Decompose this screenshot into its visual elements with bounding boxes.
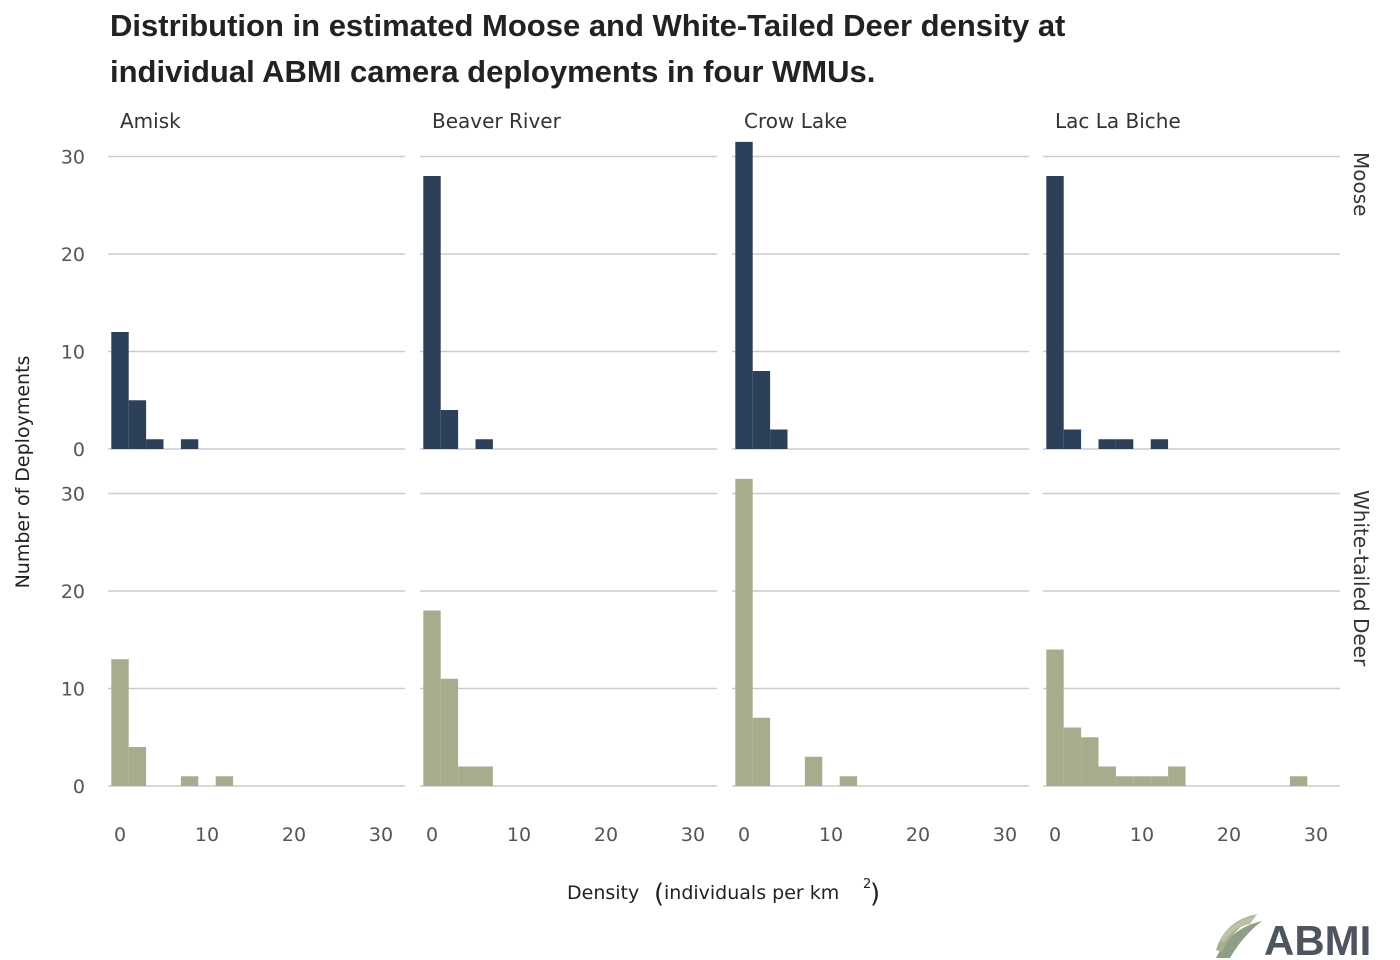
x-tick-label-amisk-20: 20 xyxy=(282,824,306,846)
bar-white-tailed-deer-amisk-bin-0 xyxy=(111,659,129,786)
bar-moose-beaver-river-bin-6 xyxy=(475,439,493,449)
x-tick-label-amisk-0: 0 xyxy=(114,824,126,846)
x-tick-label-crow-lake-10: 10 xyxy=(819,824,843,846)
bar-white-tailed-deer-crow-lake-bin-0 xyxy=(735,478,753,786)
chart-title-line-2: individual ABMI camera deployments in fo… xyxy=(110,54,875,89)
x-tick-label-crow-lake-30: 30 xyxy=(993,824,1017,846)
column-strip-label-amisk: Amisk xyxy=(120,109,181,133)
bar-moose-lac-la-biche-bin-8 xyxy=(1115,439,1134,449)
bar-white-tailed-deer-beaver-river-bin-2 xyxy=(440,678,459,786)
bar-moose-lac-la-biche-bin-2 xyxy=(1063,429,1082,449)
y-tick-label-moose-0: 0 xyxy=(73,439,85,461)
bar-white-tailed-deer-beaver-river-bin-6 xyxy=(475,766,493,786)
bar-moose-lac-la-biche-bin-0 xyxy=(1046,176,1064,449)
bar-moose-beaver-river-bin-0 xyxy=(423,176,441,449)
leaf-logo-icon xyxy=(1216,914,1262,958)
chart-title-line-1: Distribution in estimated Moose and Whit… xyxy=(110,8,1065,43)
x-tick-label-beaver-river-20: 20 xyxy=(594,824,618,846)
x-tick-label-lac-la-biche-30: 30 xyxy=(1304,824,1328,846)
bar-white-tailed-deer-lac-la-biche-bin-4 xyxy=(1081,737,1099,786)
bar-moose-amisk-bin-0 xyxy=(111,332,129,449)
bar-white-tailed-deer-lac-la-biche-bin-6 xyxy=(1098,766,1116,786)
abmi-logo: ABMI xyxy=(1216,914,1371,960)
x-tick-label-lac-la-biche-0: 0 xyxy=(1049,824,1061,846)
y-tick-label-white-tailed-deer-0: 0 xyxy=(73,776,85,798)
column-strip-label-crow-lake: Crow Lake xyxy=(744,109,847,133)
bar-white-tailed-deer-amisk-bin-12 xyxy=(215,776,234,786)
bar-white-tailed-deer-beaver-river-bin-0 xyxy=(423,610,441,786)
y-axis-label: Number of Deployments xyxy=(12,356,34,589)
bar-moose-beaver-river-bin-2 xyxy=(440,410,459,449)
x-axis-label-superscript: 2 xyxy=(863,877,871,892)
bar-white-tailed-deer-amisk-bin-2 xyxy=(128,747,147,786)
x-tick-label-beaver-river-0: 0 xyxy=(426,824,438,846)
bar-white-tailed-deer-crow-lake-bin-12 xyxy=(839,776,858,786)
x-tick-label-lac-la-biche-20: 20 xyxy=(1217,824,1241,846)
y-tick-label-white-tailed-deer-30: 30 xyxy=(61,484,85,506)
x-axis-label-close-paren: ) xyxy=(870,879,880,909)
bar-moose-lac-la-biche-bin-6 xyxy=(1098,439,1116,449)
y-tick-label-white-tailed-deer-20: 20 xyxy=(61,581,85,603)
x-tick-label-amisk-10: 10 xyxy=(195,824,219,846)
x-tick-label-lac-la-biche-10: 10 xyxy=(1130,824,1154,846)
x-axis-label-open-paren: ( xyxy=(654,879,664,909)
x-tick-label-beaver-river-10: 10 xyxy=(507,824,531,846)
bar-white-tailed-deer-lac-la-biche-bin-8 xyxy=(1115,776,1134,786)
column-strip-label-lac-la-biche: Lac La Biche xyxy=(1055,109,1181,133)
row-strip-label-moose: Moose xyxy=(1349,152,1373,216)
bar-white-tailed-deer-lac-la-biche-bin-14 xyxy=(1168,766,1186,786)
x-tick-label-crow-lake-20: 20 xyxy=(906,824,930,846)
bar-white-tailed-deer-crow-lake-bin-8 xyxy=(804,756,823,786)
bar-moose-amisk-bin-8 xyxy=(180,439,199,449)
row-strip-label-white-tailed-deer: White-tailed Deer xyxy=(1349,490,1373,667)
logo-text: ABMI xyxy=(1264,917,1371,960)
facet-panels: 0 10 20 30 Moose 0 10 20 30 White-tailed Deer Amis… xyxy=(61,109,1373,846)
bar-white-tailed-deer-lac-la-biche-bin-0 xyxy=(1046,649,1064,786)
x-axis-label: Density ( individuals per km 2 ) xyxy=(567,877,880,909)
bar-white-tailed-deer-beaver-river-bin-4 xyxy=(458,766,476,786)
y-tick-label-moose-20: 20 xyxy=(61,244,85,266)
bar-white-tailed-deer-lac-la-biche-bin-2 xyxy=(1063,727,1082,786)
bar-moose-lac-la-biche-bin-12 xyxy=(1150,439,1169,449)
bar-white-tailed-deer-crow-lake-bin-2 xyxy=(752,717,771,786)
y-tick-label-moose-30: 30 xyxy=(61,147,85,169)
bar-white-tailed-deer-amisk-bin-8 xyxy=(180,776,199,786)
bar-moose-amisk-bin-2 xyxy=(128,400,147,449)
x-tick-label-beaver-river-30: 30 xyxy=(681,824,705,846)
column-strip-label-beaver-river: Beaver River xyxy=(432,109,562,133)
bar-white-tailed-deer-lac-la-biche-bin-10 xyxy=(1133,776,1151,786)
bar-moose-crow-lake-bin-4 xyxy=(770,429,788,449)
y-tick-label-white-tailed-deer-10: 10 xyxy=(61,679,85,701)
x-tick-label-crow-lake-0: 0 xyxy=(738,824,750,846)
y-tick-label-moose-10: 10 xyxy=(61,342,85,364)
bar-moose-amisk-bin-4 xyxy=(146,439,164,449)
bar-white-tailed-deer-lac-la-biche-bin-28 xyxy=(1289,776,1308,786)
x-tick-label-amisk-30: 30 xyxy=(369,824,393,846)
x-axis-label-unit: individuals per km xyxy=(664,882,839,904)
bar-moose-crow-lake-bin-2 xyxy=(752,371,771,449)
bar-white-tailed-deer-lac-la-biche-bin-12 xyxy=(1150,776,1169,786)
bar-moose-crow-lake-bin-0 xyxy=(735,141,753,449)
x-axis-label-main: Density xyxy=(567,882,639,904)
